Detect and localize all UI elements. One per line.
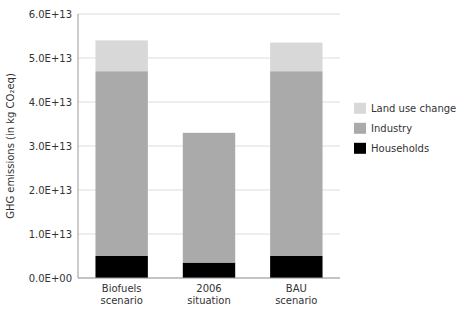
bar-segment <box>183 263 235 278</box>
legend-label: Industry <box>371 123 412 134</box>
bar-segment <box>95 256 147 278</box>
y-tick-label: 1.0E+13 <box>29 229 72 240</box>
legend-swatch <box>354 143 366 154</box>
x-axis-line <box>78 278 340 279</box>
y-axis-label: GHG emissions (in kg CO₂eq) <box>5 73 16 219</box>
y-tick-label: 6.0E+13 <box>29 9 72 20</box>
y-tick-label: 3.0E+13 <box>29 141 72 152</box>
y-tick-label: 2.0E+13 <box>29 185 72 196</box>
y-tick-label: 4.0E+13 <box>29 97 72 108</box>
bar-segment <box>95 40 147 71</box>
bar-segment <box>183 133 235 263</box>
legend: Land use change Industry Households <box>354 103 456 155</box>
grid <box>78 14 340 278</box>
legend-swatch <box>354 103 366 114</box>
x-tick-label: Biofuelsscenario <box>100 283 142 306</box>
x-tick-label: 2006situation <box>187 283 231 306</box>
grid-line <box>78 14 340 15</box>
x-tick-label: BAUscenario <box>275 283 317 306</box>
bar-segment <box>183 132 235 133</box>
y-tick-label: 5.0E+13 <box>29 53 72 64</box>
legend-swatch <box>354 123 366 134</box>
y-axis-line <box>78 14 79 278</box>
y-tick-label: 0.0E+00 <box>29 273 72 284</box>
chart: 0.0E+00 1.0E+13 2.0E+13 3.0E+13 4.0E+13 5.0E+… <box>0 0 459 318</box>
bar-segment <box>270 71 322 256</box>
legend-label: Land use change <box>371 103 456 114</box>
legend-label: Households <box>371 143 429 154</box>
bars <box>95 40 322 278</box>
bar-segment <box>270 256 322 278</box>
bar-segment <box>270 43 322 72</box>
grid-line <box>78 278 340 279</box>
bar-segment <box>95 71 147 256</box>
